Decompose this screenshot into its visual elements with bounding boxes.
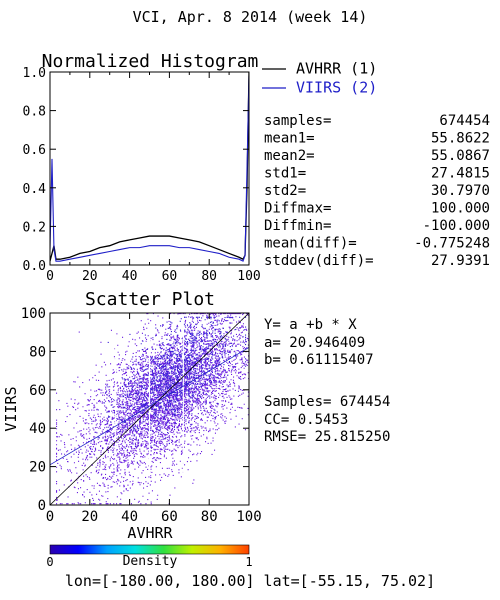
legend-viirs-label: VIIRS (2) bbox=[296, 79, 377, 97]
stat-label: mean1= bbox=[264, 131, 315, 147]
scatter-xlabel: AVHRR bbox=[127, 524, 173, 542]
region-label: lon=[-180.00, 180.00] lat=[-55.15, 75.02… bbox=[65, 572, 435, 590]
scatter-one-to-one-line bbox=[50, 313, 249, 505]
page-title: VCI, Apr. 8 2014 (week 14) bbox=[133, 8, 368, 26]
colorbar bbox=[49, 544, 250, 555]
legend-avhrr-label: AVHRR (1) bbox=[296, 60, 377, 78]
histogram-ytick-label: 0.4 bbox=[23, 182, 47, 197]
scatter-ticks bbox=[49, 312, 250, 506]
scatter-xtick-label: 80 bbox=[201, 509, 218, 525]
scatter-xtick-label: 40 bbox=[121, 509, 138, 525]
scatter-frame bbox=[49, 312, 250, 506]
regression-line-text: Samples= 674454 bbox=[264, 394, 390, 410]
colorbar-label: Density bbox=[123, 554, 178, 569]
histogram-xtick-label: 20 bbox=[82, 269, 98, 284]
scatter-title: Scatter Plot bbox=[85, 289, 215, 310]
stat-label: Diffmin= bbox=[264, 218, 331, 234]
scatter-ytick-label: 60 bbox=[29, 383, 46, 399]
colorbar-max-label: 1 bbox=[245, 555, 252, 569]
stat-value: 27.9391 bbox=[431, 253, 490, 269]
stat-value: 55.0867 bbox=[431, 148, 490, 164]
histogram-tick-labels: 0 20 40 60 80 100 0.0 0.2 0.4 0.6 0.8 1.0 bbox=[23, 66, 261, 284]
scatter-fit-line bbox=[50, 347, 249, 466]
scatter-point-cloud bbox=[56, 313, 249, 505]
histogram-ytick-label: 1.0 bbox=[23, 66, 46, 81]
stat-value: -100.000 bbox=[423, 218, 490, 234]
scatter-ytick-label: 100 bbox=[21, 306, 46, 322]
scatter-ytick-label: 40 bbox=[29, 421, 46, 437]
stat-label: mean2= bbox=[264, 148, 315, 164]
histogram-xtick-label: 0 bbox=[46, 269, 54, 284]
histogram-series-viirs bbox=[50, 75, 249, 262]
histogram-xtick-label: 60 bbox=[162, 269, 178, 284]
histogram-ticks bbox=[49, 71, 250, 266]
scatter-xtick-label: 100 bbox=[236, 509, 261, 525]
regression-line-text: b= 0.61115407 bbox=[264, 352, 374, 368]
histogram-ytick-label: 0.0 bbox=[23, 259, 46, 274]
histogram-curves bbox=[50, 72, 249, 262]
scatter-ytick-label: 20 bbox=[29, 460, 46, 476]
histogram-series-avhrr bbox=[50, 72, 249, 262]
scatter-xtick-label: 60 bbox=[161, 509, 178, 525]
scatter-points bbox=[50, 313, 249, 505]
colorbar-min-label: 0 bbox=[46, 555, 53, 569]
stat-value: 27.4815 bbox=[431, 166, 490, 182]
regression-line-text: CC= 0.5453 bbox=[264, 412, 348, 428]
histogram-xtick-label: 80 bbox=[201, 269, 217, 284]
stat-label: Diffmax= bbox=[264, 201, 331, 217]
stat-label: mean(diff)= bbox=[264, 236, 357, 252]
stat-value: 674454 bbox=[439, 113, 490, 129]
scatter-xtick-label: 20 bbox=[81, 509, 98, 525]
histogram-title: Normalized Histogram bbox=[42, 51, 259, 72]
scatter-xtick-label: 0 bbox=[46, 509, 54, 525]
histogram-stats: samples= 674454 mean1= 55.8622 mean2= 55.0867… bbox=[264, 113, 490, 269]
stat-value: 55.8622 bbox=[431, 131, 490, 147]
stat-label: stddev(diff)= bbox=[264, 253, 374, 269]
stat-label: std1= bbox=[264, 166, 306, 182]
scatter-ylabel: VIIRS bbox=[2, 386, 20, 431]
histogram-ytick-label: 0.2 bbox=[23, 220, 46, 235]
stat-label: std2= bbox=[264, 183, 306, 199]
scatter-tick-labels: 0 20 40 60 80 100 0 20 40 60 80 100 bbox=[21, 306, 262, 525]
histogram-ytick-label: 0.8 bbox=[23, 105, 46, 120]
histogram-ytick-label: 0.6 bbox=[23, 143, 46, 158]
scatter-ytick-label: 80 bbox=[29, 344, 46, 360]
stat-value: 100.000 bbox=[431, 201, 490, 217]
regression-line-text: RMSE= 25.815250 bbox=[264, 429, 390, 445]
histogram-xtick-label: 100 bbox=[237, 269, 260, 284]
histogram-xtick-label: 40 bbox=[122, 269, 138, 284]
stat-value: -0.775248 bbox=[414, 236, 490, 252]
regression-line-text: a= 20.946409 bbox=[264, 335, 365, 351]
stat-value: 30.7970 bbox=[431, 183, 490, 199]
stat-label: samples= bbox=[264, 113, 331, 129]
regression-line-text: Y= a +b * X bbox=[264, 317, 357, 333]
scatter-ytick-label: 0 bbox=[38, 498, 46, 514]
